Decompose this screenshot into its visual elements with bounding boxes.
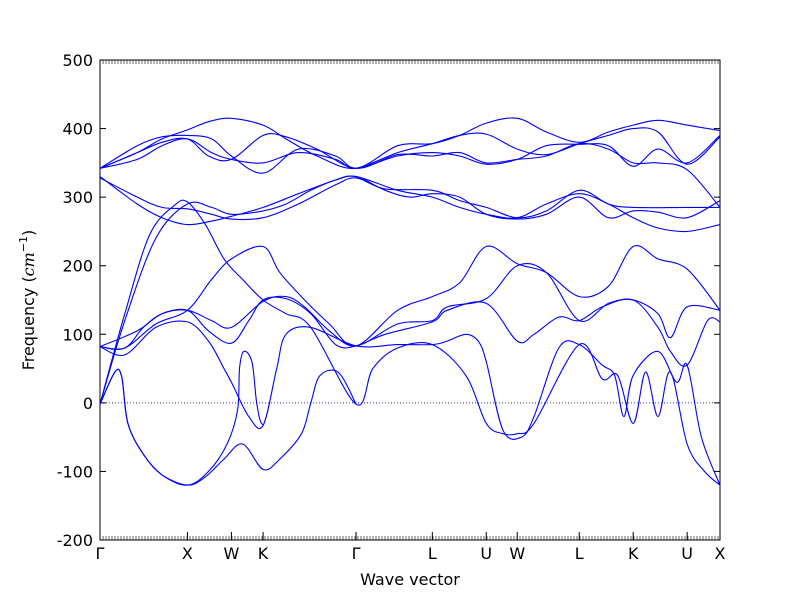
phonon-branch-4 [99, 296, 721, 367]
phonon-branch-12 [99, 245, 721, 350]
x-tick-label: U [681, 544, 693, 563]
y-tick-label: 100 [62, 325, 93, 344]
x-tick-label: X [715, 544, 726, 563]
x-tick-label: Γ [352, 544, 361, 563]
phonon-branch-1 [99, 350, 264, 486]
x-tick-label: W [224, 544, 240, 563]
phonon-branch-5 [99, 320, 721, 486]
x-tick-label: K [628, 544, 639, 563]
x-tick-label: U [480, 544, 492, 563]
y-tick-label: 500 [62, 51, 93, 70]
y-tick-label: -100 [57, 462, 93, 481]
y-axis-ticks: -200 -100 0 100 200 300 400 500 [57, 51, 720, 550]
phonon-branch-11 [99, 133, 721, 208]
y-tick-label: 0 [83, 394, 93, 413]
y-tick-label: 400 [62, 120, 93, 139]
phonon-branch-6 [99, 175, 721, 226]
phonon-branch-3 [99, 199, 721, 486]
x-tick-label: X [182, 544, 193, 563]
x-tick-label: L [428, 544, 437, 563]
phonon-branch-8 [99, 127, 721, 169]
minor-ticks [99, 60, 719, 540]
x-tick-label: Γ [96, 544, 105, 563]
series-group [99, 117, 721, 486]
y-tick-label: 300 [62, 188, 93, 207]
phonon-branch-13 [99, 263, 721, 348]
y-tick-label: 200 [62, 257, 93, 276]
x-tick-label: L [575, 544, 584, 563]
x-tick-label: K [258, 544, 269, 563]
phonon-branch-9 [99, 134, 721, 174]
y-tick-label: -200 [57, 531, 93, 550]
x-tick-label: W [509, 544, 525, 563]
plot-frame [99, 59, 721, 541]
phonon-branch-2 [99, 368, 357, 486]
x-axis-label: Wave vector [360, 570, 460, 589]
phonon-branch-14 [99, 175, 721, 405]
phonon-branch-10 [99, 117, 721, 170]
y-axis-label: Frequency (cm−1) [17, 230, 38, 371]
